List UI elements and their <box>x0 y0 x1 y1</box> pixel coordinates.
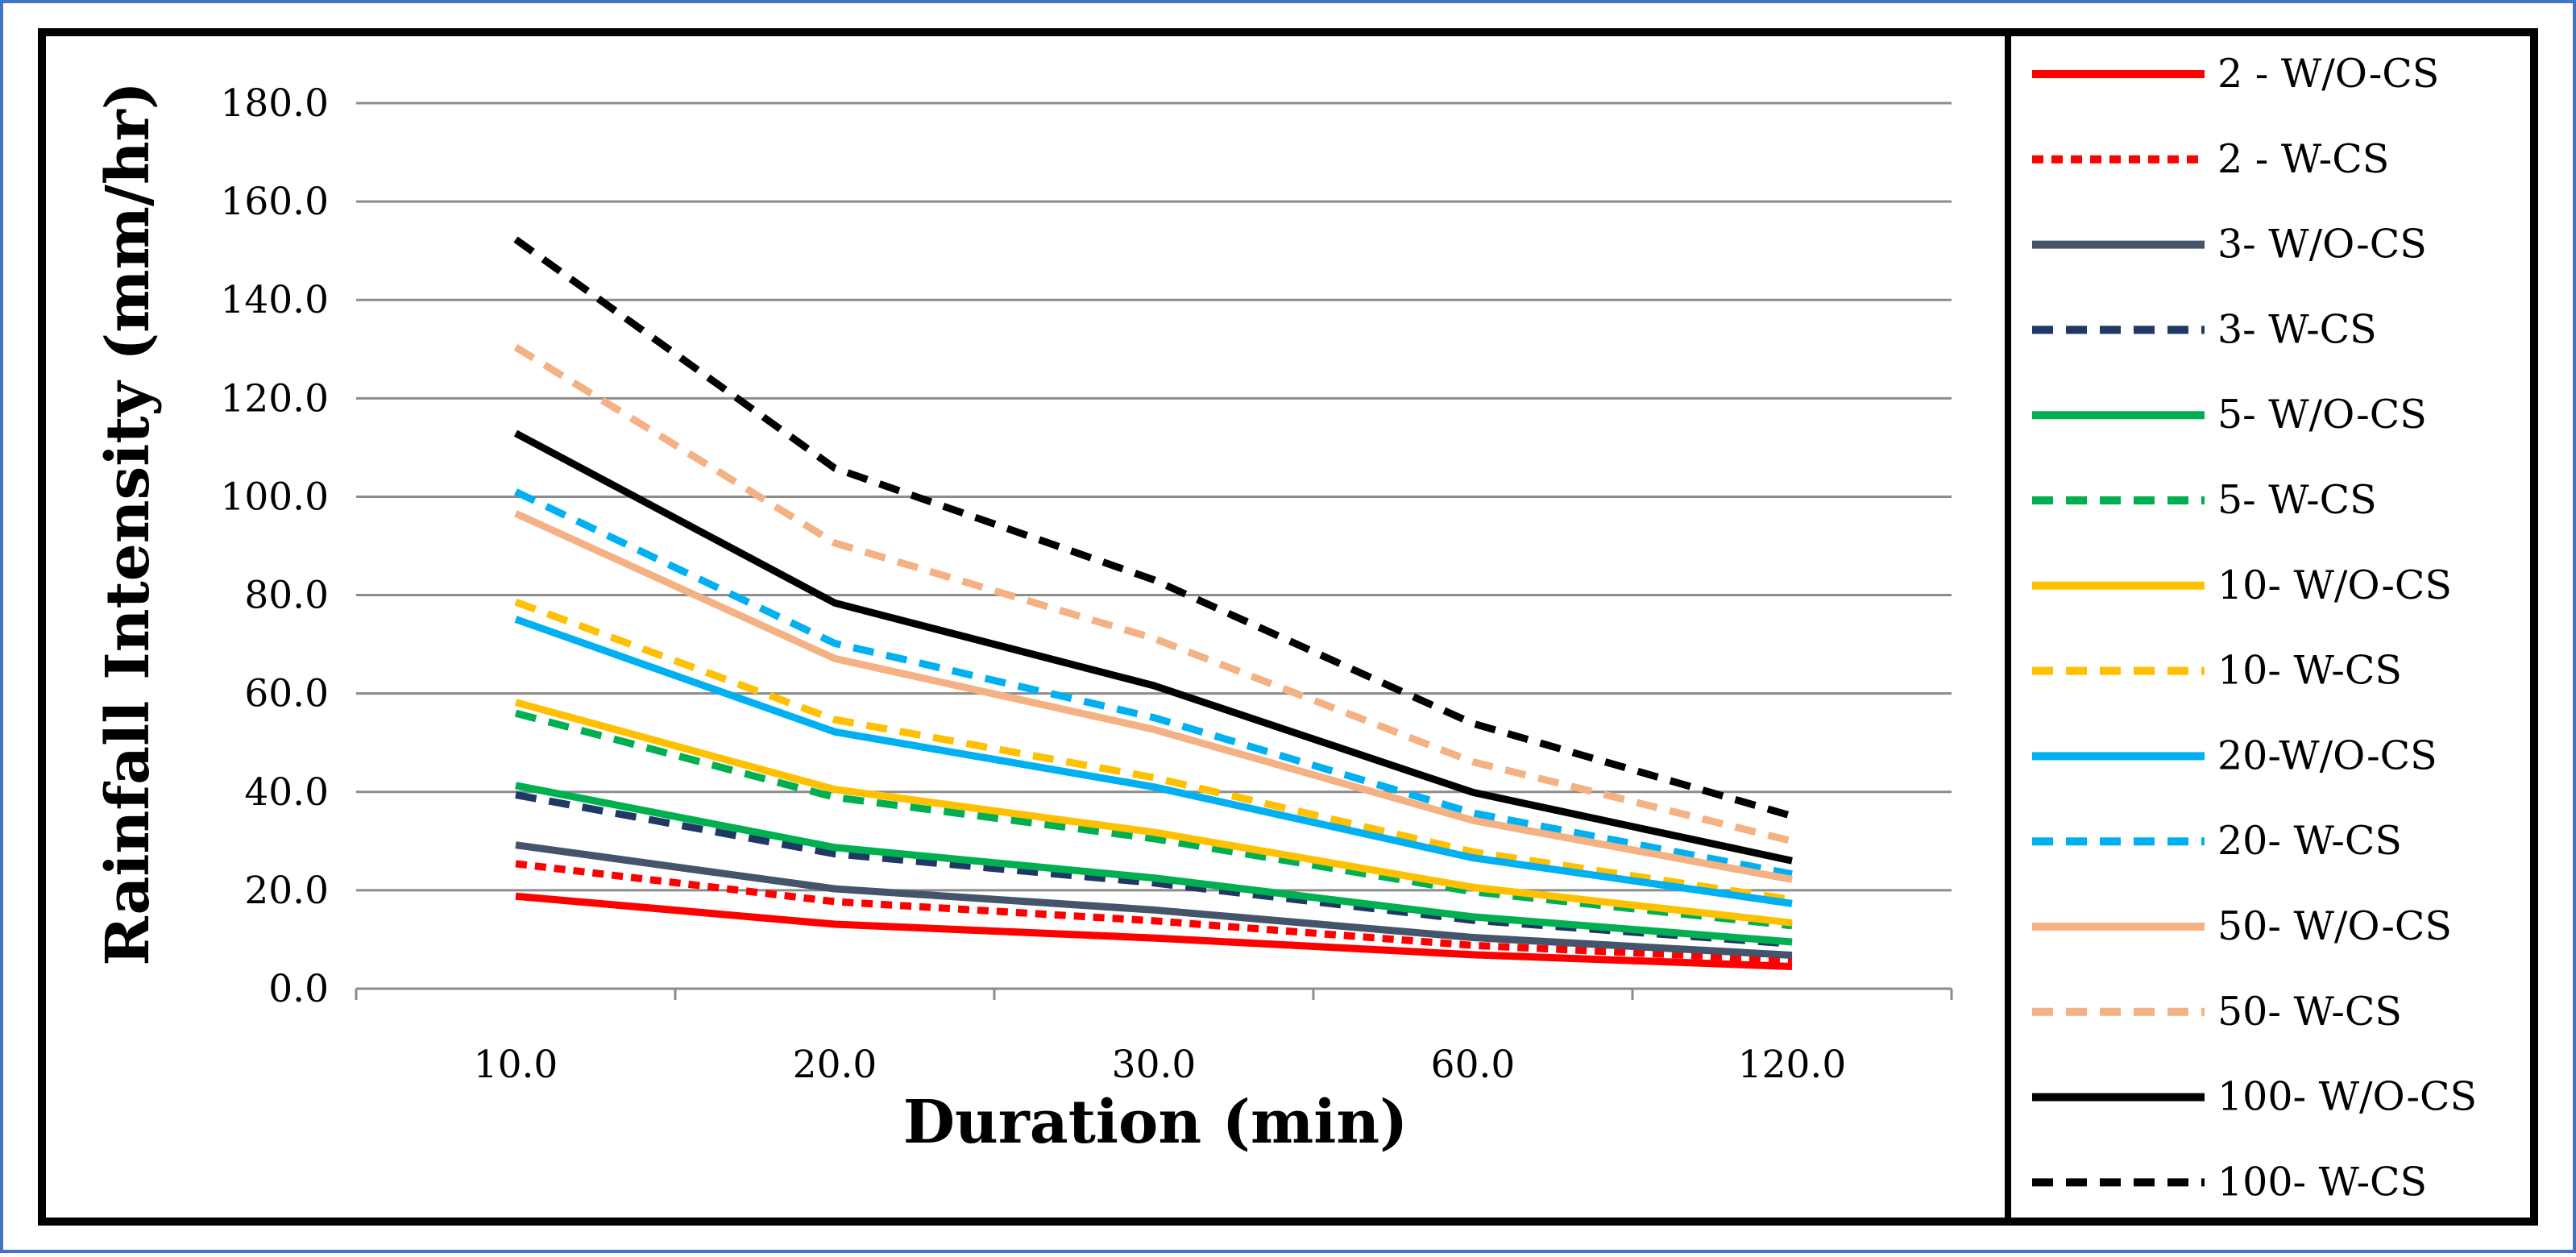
y-tick-label: 20.0 <box>244 869 329 913</box>
x-tick-label: 10.0 <box>474 1043 558 1087</box>
legend-label: 10- W-CS <box>2217 648 2402 694</box>
legend-label: 50- W/O-CS <box>2217 903 2452 949</box>
y-tick-label: 160.0 <box>220 180 329 224</box>
x-axis-title: Duration (min) <box>903 1088 1408 1157</box>
y-tick-label: 60.0 <box>244 672 329 716</box>
legend-label: 2 - W/O-CS <box>2217 51 2439 97</box>
y-tick-label: 180.0 <box>220 81 329 126</box>
x-tick-label: 60.0 <box>1431 1043 1516 1087</box>
y-axis-title: Rainfall Intensity (mm/hr) <box>93 81 163 965</box>
y-tick-label: 120.0 <box>220 376 329 421</box>
x-tick-label: 20.0 <box>793 1043 877 1087</box>
legend-label: 10- W/O-CS <box>2217 562 2452 608</box>
legend-label: 2 - W-CS <box>2217 136 2389 182</box>
y-tick-label: 40.0 <box>244 770 329 815</box>
legend-label: 3- W-CS <box>2217 306 2377 352</box>
y-tick-label: 140.0 <box>220 278 329 322</box>
y-tick-label: 80.0 <box>244 574 329 618</box>
legend-label: 50- W-CS <box>2217 989 2402 1035</box>
legend-label: 100- W-CS <box>2217 1159 2427 1205</box>
y-tick-label: 100.0 <box>220 475 329 519</box>
y-tick-label: 0.0 <box>268 967 329 1011</box>
x-tick-label: 30.0 <box>1112 1043 1197 1087</box>
chart-border <box>42 32 2534 1222</box>
legend-label: 20- W-CS <box>2217 818 2402 864</box>
legend-label: 3- W/O-CS <box>2217 222 2427 268</box>
x-tick-label: 120.0 <box>1738 1043 1847 1087</box>
legend-label: 5- W/O-CS <box>2217 392 2427 438</box>
legend-label: 20-W/O-CS <box>2217 732 2437 778</box>
legend-label: 100- W/O-CS <box>2217 1074 2477 1120</box>
legend-label: 5- W-CS <box>2217 477 2377 523</box>
